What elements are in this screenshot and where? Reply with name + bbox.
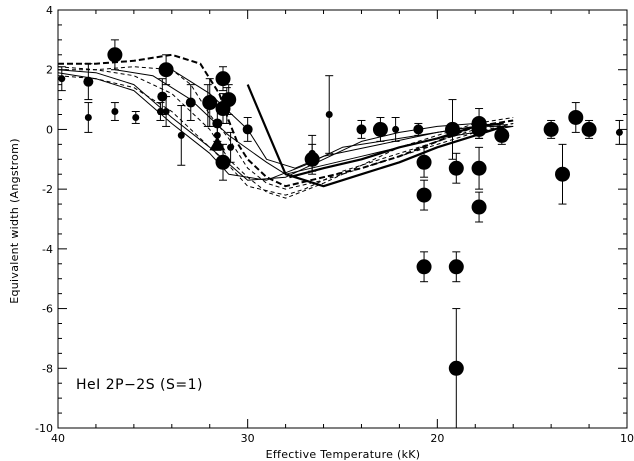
data-points <box>57 39 624 429</box>
data-point <box>416 259 432 275</box>
y-tick-label: -10 <box>35 422 53 435</box>
data-point <box>372 121 388 137</box>
data-point <box>325 111 333 118</box>
data-point <box>471 199 487 215</box>
y-tick-label: -8 <box>42 362 53 375</box>
data-point <box>568 109 584 125</box>
data-point <box>215 101 231 117</box>
model-curve-2 <box>57 72 476 181</box>
data-point <box>215 71 231 87</box>
data-point <box>494 127 510 143</box>
data-point <box>132 113 140 121</box>
y-tick-label: 2 <box>46 64 53 77</box>
data-point <box>157 91 168 102</box>
data-point <box>581 121 597 137</box>
plot-frame <box>57 9 628 429</box>
model-curve-5 <box>246 84 505 188</box>
y-tick-label: -4 <box>42 243 53 256</box>
data-point <box>448 259 464 275</box>
data-point <box>212 118 223 129</box>
plot-border <box>57 9 628 429</box>
model-curve-1 <box>57 69 476 181</box>
data-point <box>615 128 623 136</box>
data-point <box>448 360 464 376</box>
data-point <box>107 47 123 63</box>
data-point <box>416 187 432 203</box>
y-tick-label: 0 <box>46 123 53 136</box>
model-curve-10 <box>57 75 514 196</box>
data-point <box>448 160 464 176</box>
x-tick-label: 40 <box>51 432 65 445</box>
data-point <box>392 125 400 133</box>
x-axis-label: Effective Temperature (kK) <box>266 448 421 461</box>
data-point <box>416 154 432 170</box>
data-point <box>471 160 487 176</box>
data-point <box>83 76 94 87</box>
y-tick-label: 4 <box>46 4 53 17</box>
data-point <box>177 131 185 139</box>
data-point <box>304 151 320 167</box>
data-point <box>227 143 235 151</box>
data-point <box>356 124 367 135</box>
model-curves <box>57 53 514 199</box>
data-point <box>555 166 571 182</box>
y-axis-label: Equivalent width (Angstrom) <box>8 138 21 304</box>
data-point <box>543 121 559 137</box>
line-annotation: HeI 2P−2S (S=1) <box>76 377 203 393</box>
data-point <box>162 108 170 116</box>
x-tick-label: 30 <box>241 432 255 445</box>
model-curve-9 <box>57 66 514 199</box>
data-point-triangle <box>209 136 226 151</box>
data-point <box>413 124 424 135</box>
data-point <box>158 62 174 78</box>
data-point <box>111 108 119 116</box>
data-point <box>58 75 66 83</box>
data-point <box>445 121 461 137</box>
data-point <box>242 124 253 135</box>
data-point <box>84 113 92 121</box>
data-point <box>202 95 218 111</box>
x-tick-label: 20 <box>430 432 444 445</box>
model-curve-8 <box>58 66 514 190</box>
data-point <box>185 97 196 108</box>
y-tick-label: -2 <box>42 183 53 196</box>
x-tick-label: 10 <box>620 432 634 445</box>
y-tick-label: -6 <box>42 303 53 316</box>
model-curve-7 <box>58 53 514 188</box>
axis-ticks: 40 30 20 10 -10 -8 -6 -4 -2 0 2 4 <box>35 4 634 445</box>
data-point <box>215 154 231 170</box>
data-point <box>471 121 487 137</box>
